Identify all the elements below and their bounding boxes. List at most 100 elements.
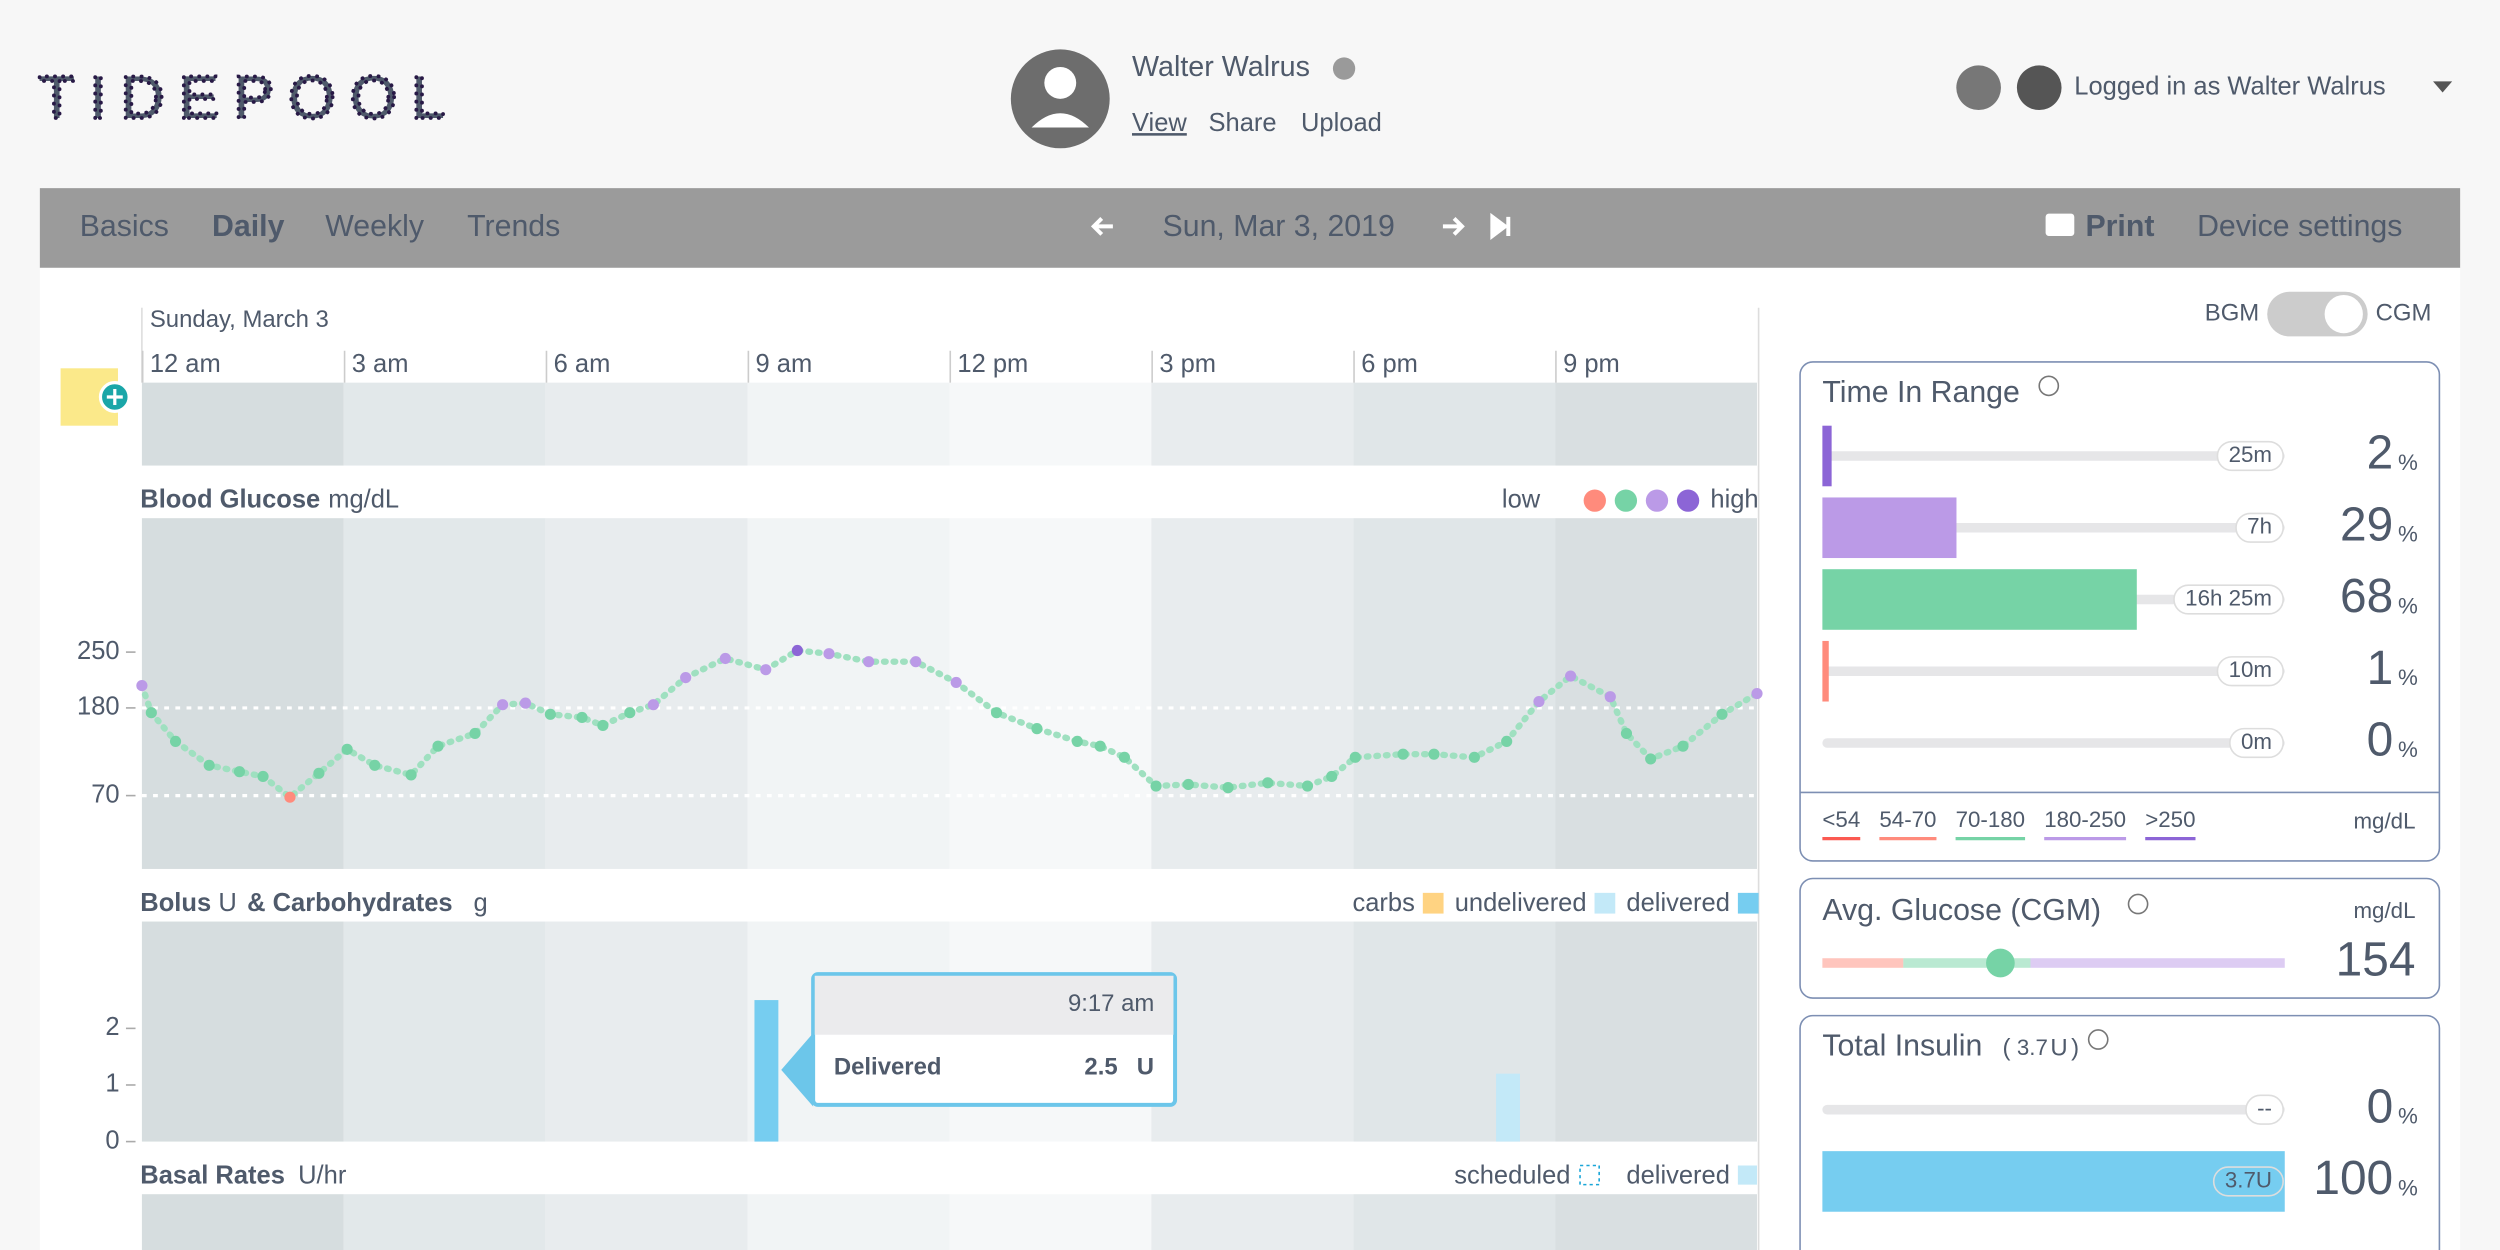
toggle-bgm[interactable]: BGM xyxy=(2205,299,2259,326)
time-band xyxy=(1555,921,1758,1142)
track xyxy=(1822,451,2285,461)
avg-panel xyxy=(1799,877,2441,999)
nav-view[interactable]: Trends xyxy=(467,210,560,243)
avg-marker xyxy=(1986,948,2015,978)
hour-label: 6 pm xyxy=(1361,350,1418,378)
info-icon[interactable] xyxy=(2127,893,2149,915)
pill xyxy=(2235,512,2284,543)
bolus-unit: U xyxy=(218,889,236,917)
print-icon[interactable] xyxy=(2045,213,2075,236)
glucose-point xyxy=(1326,770,1338,783)
tooltip-time: 9:17 am xyxy=(1068,990,1154,1017)
user-icon[interactable] xyxy=(2016,65,2062,111)
glucose-point xyxy=(1533,695,1545,708)
glucose-point xyxy=(680,672,692,684)
legend-label: delivered xyxy=(1626,889,1729,917)
login-label[interactable]: Logged in as Walter Walrus xyxy=(2074,72,2385,100)
glucose-point xyxy=(990,707,1003,719)
tab[interactable]: Share xyxy=(1209,109,1277,137)
next-arrow[interactable] xyxy=(1442,217,1465,236)
percent-unit: % xyxy=(2398,593,2418,618)
glucose-point xyxy=(950,676,962,688)
tooltip-header xyxy=(814,975,1174,1035)
y-tick-label: 0 xyxy=(105,1126,119,1154)
toggle-cgm[interactable]: CGM xyxy=(2376,299,2432,326)
time-band xyxy=(141,921,344,1142)
time-band xyxy=(545,1194,748,1250)
nav-view[interactable]: Daily xyxy=(212,210,285,243)
tab[interactable]: View xyxy=(1132,109,1187,137)
info-icon[interactable] xyxy=(2087,1029,2109,1050)
time-band xyxy=(545,921,748,1142)
glucose-point xyxy=(497,699,509,711)
glucose-point xyxy=(544,708,556,720)
glucose-point xyxy=(136,680,148,692)
percent: 0 xyxy=(2367,1080,2394,1133)
glucose-point xyxy=(169,735,182,747)
bolus-bar xyxy=(754,1000,779,1142)
date-label: Sun, Mar 3, 2019 xyxy=(1163,210,1395,243)
scale-segment xyxy=(2030,958,2285,968)
y-tick-label: 70 xyxy=(91,780,119,808)
glucose-point xyxy=(1094,740,1106,752)
glucose-point xyxy=(1428,748,1440,760)
tab[interactable]: Upload xyxy=(1301,109,1382,137)
pill-label: 16h 25m xyxy=(2185,585,2272,610)
glucose-point xyxy=(647,699,659,711)
glucose-point xyxy=(257,770,269,783)
glucose-point xyxy=(823,648,835,660)
time-band xyxy=(1353,921,1556,1142)
glucose-point xyxy=(341,743,353,755)
range-unit: mg/dL xyxy=(2353,809,2415,834)
carbs-unit: g xyxy=(474,889,488,917)
glucose-point xyxy=(369,759,381,771)
pill-label: 7h xyxy=(2247,514,2272,539)
glucose-point xyxy=(1468,751,1480,763)
time-band xyxy=(1353,382,1556,466)
glucose-point xyxy=(284,791,296,803)
nav-view[interactable]: Basics xyxy=(80,210,169,243)
range-label: 180-250 xyxy=(2044,807,2126,832)
device-settings[interactable]: Device settings xyxy=(2197,210,2402,243)
legend-label: carbs xyxy=(1352,889,1414,917)
avg-title: Avg. Glucose (CGM) xyxy=(1822,894,2101,927)
time-band xyxy=(343,382,546,466)
pill-label: 0m xyxy=(2241,729,2272,754)
prev-arrow[interactable] xyxy=(1090,217,1113,236)
hour-label: 9 am xyxy=(756,350,813,378)
toggle-knob[interactable] xyxy=(2324,294,2363,334)
glucose-point xyxy=(1150,780,1162,792)
legend-dot xyxy=(1583,489,1606,512)
time-band xyxy=(949,382,1152,466)
scale-segment xyxy=(1822,958,1904,968)
logo[interactable]: TIDEPOOL xyxy=(36,61,459,133)
print-button[interactable]: Print xyxy=(2085,210,2154,243)
glucose-point xyxy=(910,656,922,668)
nav-view[interactable]: Weekly xyxy=(325,210,425,243)
y-tick-label: 180 xyxy=(77,693,120,721)
glucose-point xyxy=(1620,727,1633,739)
basal-unit: U/hr xyxy=(298,1161,347,1189)
glucose-point xyxy=(203,759,215,771)
day-label: Sunday, March 3 xyxy=(150,306,329,333)
percent-unit: % xyxy=(2398,1104,2418,1129)
info-icon[interactable] xyxy=(2038,375,2060,397)
care-team-icon[interactable] xyxy=(1956,65,2001,111)
daily-charts xyxy=(141,350,1758,1250)
glucose-point xyxy=(863,656,875,668)
range-label: <54 xyxy=(1822,807,1860,832)
avg-value: 154 xyxy=(2336,934,2416,987)
most-recent[interactable] xyxy=(1490,212,1511,240)
time-band xyxy=(1151,1194,1354,1250)
dropdown-caret[interactable] xyxy=(2433,81,2453,93)
tooltip-pointer xyxy=(781,1033,814,1107)
settings-icon[interactable] xyxy=(1332,57,1356,80)
time-band xyxy=(141,518,344,869)
percent: 100 xyxy=(2313,1152,2393,1205)
percent-unit: % xyxy=(2398,737,2418,762)
percent: 29 xyxy=(2340,498,2393,551)
pill-label: 3.7U xyxy=(2225,1167,2272,1192)
bg-unit: mg/dL xyxy=(328,485,399,513)
hour-label: 9 pm xyxy=(1563,350,1620,378)
